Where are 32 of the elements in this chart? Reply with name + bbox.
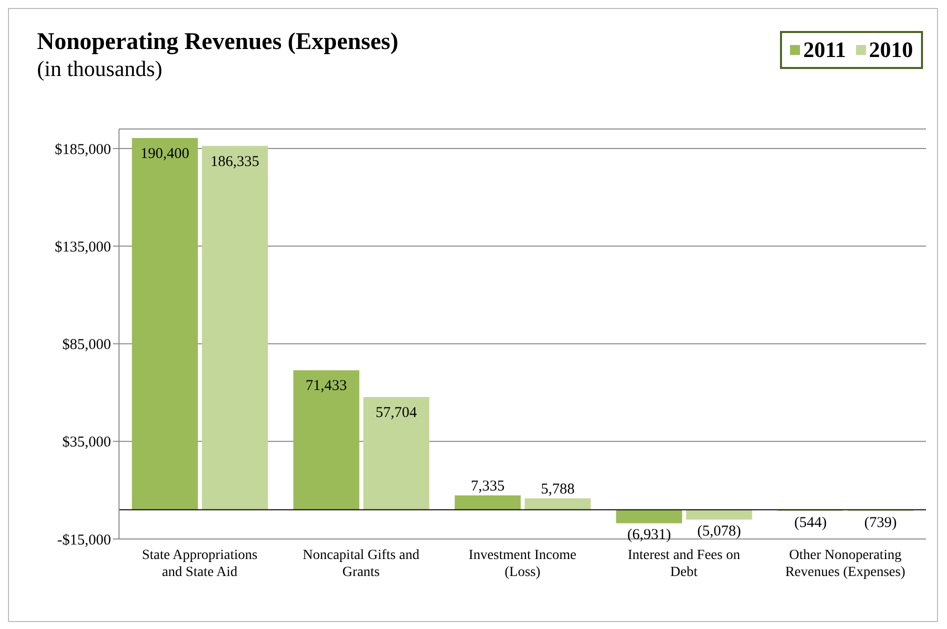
legend-label: 2010: [868, 37, 913, 63]
y-tick-label: $35,000: [62, 434, 111, 451]
chart-subtitle: (in thousands): [37, 56, 164, 82]
bar: [363, 397, 430, 510]
x-tick-label: State Appropriations and State Aid: [142, 548, 258, 580]
y-tick-label: $185,000: [54, 142, 111, 158]
data-label: (544): [794, 514, 827, 531]
data-label: 57,704: [376, 405, 418, 422]
bar: [454, 495, 521, 510]
legend-label: 2011: [802, 37, 846, 63]
bar: [202, 146, 268, 510]
data-label: (6,931): [627, 527, 671, 544]
y-tick-label: -$15,000: [57, 532, 111, 548]
data-label: 190,400: [140, 146, 190, 162]
data-label: (739): [864, 515, 897, 532]
data-label: 5,788: [540, 481, 575, 498]
y-tick-label: $85,000: [62, 337, 111, 354]
bar: [616, 510, 682, 524]
x-tick-label: Investment Income (Loss): [468, 548, 576, 580]
x-tick-label: Interest and Fees on Debt: [628, 548, 740, 580]
bar: [132, 138, 198, 510]
x-tick-label: Noncapital Gifts and Grants: [302, 548, 420, 580]
x-tick-label: Other Nonoperating Revenues (Expenses): [785, 548, 906, 580]
bar: [524, 498, 591, 510]
data-label: 186,335: [210, 154, 260, 170]
bar: [293, 370, 360, 510]
chart-title: Nonoperating Revenues (Expenses): [37, 29, 398, 56]
y-tick-label: $135,000: [54, 239, 111, 256]
data-label: 71,433: [306, 378, 347, 394]
data-label: 7,335: [470, 478, 505, 494]
bar: [686, 510, 752, 520]
data-label: (5,078): [697, 524, 741, 540]
